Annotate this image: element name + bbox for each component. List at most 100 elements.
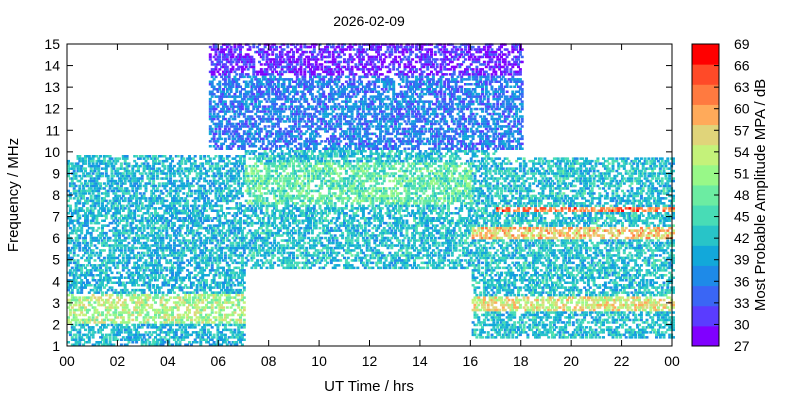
heatmap-cell — [161, 239, 165, 242]
heatmap-cell — [172, 184, 176, 188]
heatmap-cell — [91, 293, 95, 297]
heatmap-cell — [148, 155, 152, 158]
heatmap-cell — [195, 231, 199, 235]
heatmap-cell — [169, 219, 173, 222]
heatmap-cell — [240, 100, 244, 103]
heatmap-cell — [261, 75, 265, 79]
heatmap-cell — [212, 281, 216, 284]
heatmap-cell — [70, 306, 74, 309]
heatmap-cell — [157, 343, 161, 346]
heatmap-cell — [216, 125, 220, 128]
heatmap-cell — [259, 239, 263, 242]
heatmap-cell — [112, 207, 116, 210]
heatmap-cell — [235, 266, 239, 270]
heatmap-cell — [199, 281, 203, 284]
heatmap-cell — [210, 234, 214, 237]
heatmap-cell — [133, 159, 137, 163]
heatmap-cell — [189, 204, 193, 208]
heatmap-cell — [233, 224, 237, 227]
heatmap-cell — [214, 229, 218, 232]
heatmap-cell — [129, 271, 133, 275]
heatmap-cell — [146, 177, 150, 180]
heatmap-cell — [70, 326, 74, 329]
heatmap-cell — [154, 326, 157, 329]
heatmap-cell — [212, 276, 216, 279]
heatmap-cell — [176, 167, 180, 170]
heatmap-cell — [256, 70, 260, 74]
heatmap-cell — [95, 288, 99, 292]
heatmap-cell — [188, 172, 191, 175]
heatmap-cell — [82, 249, 86, 252]
heatmap-cell — [244, 189, 248, 193]
heatmap-cell — [239, 110, 242, 113]
heatmap-cell — [186, 343, 190, 346]
heatmap-cell — [159, 323, 163, 327]
heatmap-cell — [246, 58, 250, 61]
heatmap-cell — [127, 308, 131, 312]
heatmap-cell — [218, 177, 222, 180]
heatmap-cell — [212, 236, 216, 240]
heatmap-cell — [258, 147, 261, 150]
heatmap-cell — [131, 167, 135, 170]
heatmap-cell — [231, 80, 235, 83]
heatmap-cell — [263, 236, 267, 240]
heatmap-cell — [135, 239, 139, 242]
heatmap-cell — [116, 338, 120, 341]
heatmap-cell — [74, 303, 78, 307]
heatmap-cell — [239, 226, 242, 230]
heatmap-cell — [186, 259, 190, 262]
heatmap-cell — [210, 261, 214, 265]
heatmap-cell — [167, 338, 171, 341]
heatmap-cell — [191, 296, 195, 299]
heatmap-cell — [131, 204, 135, 208]
heatmap-cell — [108, 187, 112, 190]
heatmap-cell — [84, 169, 87, 173]
heatmap-cell — [157, 226, 161, 230]
heatmap-cell — [142, 279, 146, 282]
heatmap-cell — [67, 316, 70, 319]
heatmap-cell — [150, 261, 154, 265]
heatmap-cell — [216, 169, 220, 173]
heatmap-cell — [186, 157, 190, 160]
heatmap-cell — [106, 306, 110, 309]
heatmap-cell — [248, 209, 252, 212]
heatmap-cell — [84, 189, 87, 193]
heatmap-cell — [176, 301, 180, 304]
heatmap-cell — [201, 328, 205, 332]
heatmap-cell — [72, 209, 76, 212]
heatmap-cell — [231, 177, 235, 180]
heatmap-cell — [169, 187, 173, 190]
heatmap-cell — [155, 241, 159, 245]
heatmap-cell — [208, 224, 212, 227]
heatmap-cell — [176, 192, 180, 195]
heatmap-cell — [227, 53, 231, 56]
heatmap-cell — [216, 291, 220, 294]
heatmap-cell — [140, 341, 144, 344]
heatmap-cell — [206, 197, 210, 200]
heatmap-cell — [131, 239, 135, 242]
heatmap-cell — [218, 147, 222, 150]
heatmap-cell — [140, 194, 144, 198]
heatmap-cell — [72, 212, 76, 215]
heatmap-cell — [250, 60, 254, 64]
heatmap-cell — [123, 167, 127, 170]
heatmap-cell — [193, 246, 197, 250]
heatmap-cell — [104, 162, 108, 165]
heatmap-cell — [116, 204, 120, 208]
heatmap-cell — [206, 155, 210, 158]
heatmap-cell — [231, 246, 235, 250]
heatmap-cell — [121, 167, 125, 170]
heatmap-cell — [248, 217, 252, 220]
heatmap-cell — [87, 174, 91, 178]
heatmap-cell — [212, 279, 216, 282]
heatmap-cell — [208, 53, 212, 56]
heatmap-cell — [220, 229, 224, 232]
heatmap-cell — [240, 162, 244, 165]
heatmap-cell — [248, 229, 252, 232]
heatmap-cell — [195, 266, 199, 270]
heatmap-cell — [155, 269, 159, 272]
heatmap-cell — [201, 298, 205, 302]
heatmap-cell — [258, 78, 261, 81]
heatmap-cell — [78, 343, 82, 346]
heatmap-cell — [259, 48, 263, 51]
